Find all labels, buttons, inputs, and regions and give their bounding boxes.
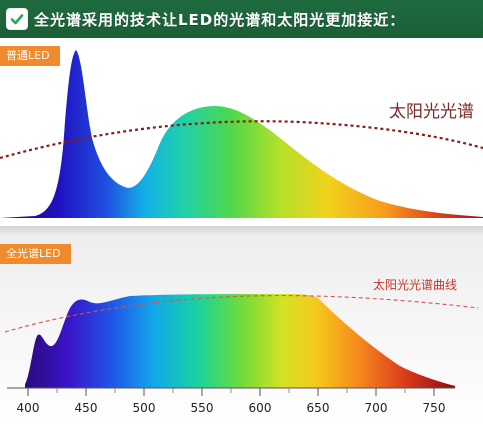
ordinary-led-tag: 普通LED xyxy=(0,46,60,66)
x-axis-tick-label: 500 xyxy=(132,401,156,415)
x-axis-tick-label: 400 xyxy=(16,401,40,415)
x-axis-tick-label: 550 xyxy=(190,401,214,415)
full-spectrum-area xyxy=(25,294,455,388)
header-banner: 全光谱采用的技术让LED的光谱和太阳光更加接近： xyxy=(0,0,483,38)
full-spectrum-led-tag: 全光谱LED xyxy=(0,244,71,264)
sunlight-curve-bottom xyxy=(4,295,479,333)
x-axis-tick-label: 450 xyxy=(74,401,98,415)
sunlight-spectrum-label: 太阳光光谱 xyxy=(389,102,474,122)
x-axis-tick-label: 750 xyxy=(422,401,446,415)
ordinary-led-spectrum-chart xyxy=(0,50,483,218)
sunlight-curve-top xyxy=(0,120,483,160)
full-spectrum-led-chart xyxy=(4,294,479,396)
check-icon xyxy=(6,8,28,30)
x-axis-ticks xyxy=(27,388,435,396)
x-axis-minor-ticks xyxy=(56,388,406,393)
sunlight-spectrum-curve-label: 太阳光光谱曲线 xyxy=(372,278,457,292)
panel-divider xyxy=(0,226,483,236)
x-axis-tick-label: 700 xyxy=(364,401,388,415)
ordinary-led-spectrum-area xyxy=(0,50,483,218)
ordinary-led-panel: 普通LED 太阳光光谱 xyxy=(0,38,483,226)
x-axis-tick-label: 600 xyxy=(248,401,272,415)
x-axis-tick-label: 650 xyxy=(306,401,330,415)
full-spectrum-led-panel: 全光谱LED 太阳光光谱曲线 400 450 500 550 600 650 7… xyxy=(0,236,483,425)
header-title: 全光谱采用的技术让LED的光谱和太阳光更加接近： xyxy=(34,10,406,29)
